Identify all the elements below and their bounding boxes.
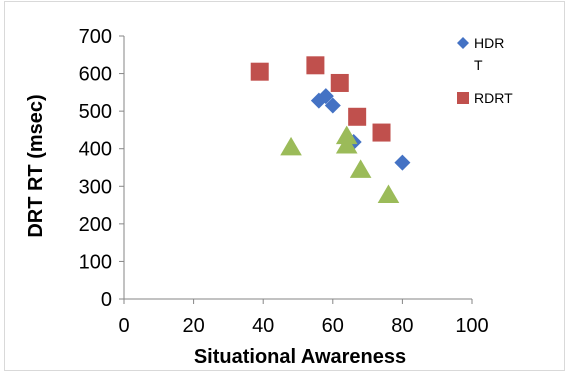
x-tick-label: 100 (455, 315, 488, 337)
triangle-point (280, 136, 302, 156)
data-points (250, 56, 411, 204)
square-point (372, 123, 391, 142)
x-axis-title: Situational Awareness (194, 346, 406, 368)
triangle-point (335, 125, 358, 145)
x-tick-label: 40 (252, 315, 274, 337)
legend-diamond-marker (457, 37, 469, 49)
square-point (348, 107, 367, 126)
x-tick-label: 60 (322, 315, 344, 337)
y-tick-label: 400 (79, 139, 112, 161)
triangle-point (377, 184, 400, 204)
x-axis-ticks: 0 20 40 60 80 100 (118, 299, 489, 337)
legend-label: T (474, 57, 483, 73)
y-axis-ticks: 0 100 200 300 400 500 600 700 (79, 26, 124, 311)
square-point (330, 73, 349, 92)
chart-frame (4, 1, 565, 371)
square-point (250, 62, 269, 81)
x-tick-label: 80 (391, 315, 413, 337)
y-axis-title: DRT RT (msec) (25, 94, 47, 237)
x-tick-label: 0 (118, 315, 129, 337)
x-tick-label: 20 (182, 315, 204, 337)
y-tick-label: 500 (79, 101, 112, 123)
triangle-point (335, 134, 358, 154)
y-tick-label: 100 (79, 251, 112, 273)
y-tick-label: 600 (79, 64, 112, 86)
triangle-point (349, 159, 372, 178)
diamond-point (324, 97, 341, 114)
y-tick-label: 300 (79, 176, 112, 198)
diamond-point (394, 154, 411, 171)
legend-label: RDRT (474, 90, 513, 106)
square-point (306, 56, 325, 75)
legend-label: HDR (474, 35, 504, 51)
y-tick-label: 200 (79, 214, 112, 236)
legend: HDR T RDRT (457, 35, 513, 106)
y-tick-label: 700 (79, 26, 112, 48)
legend-square-marker (457, 92, 469, 104)
diamond-point (317, 88, 334, 105)
y-tick-label: 0 (101, 289, 112, 311)
